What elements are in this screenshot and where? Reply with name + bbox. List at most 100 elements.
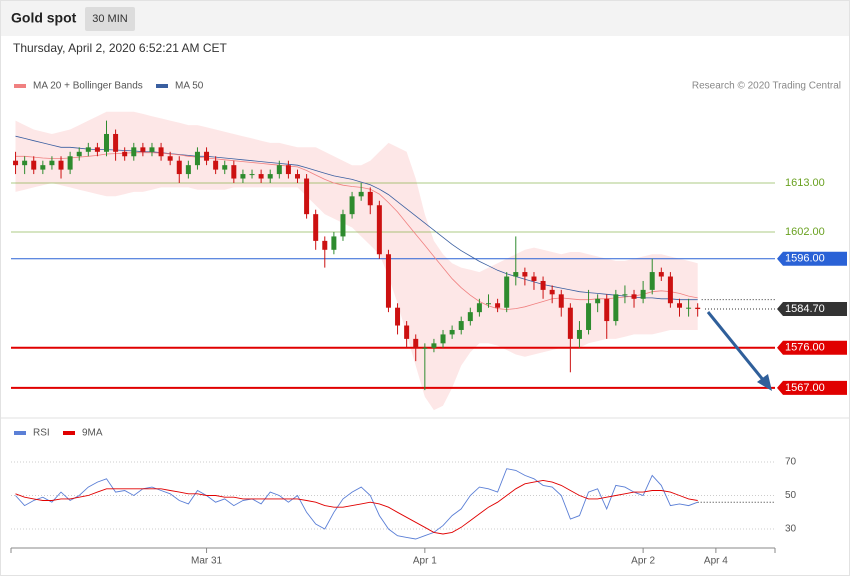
candle-body (113, 133, 119, 152)
candle-body (40, 165, 46, 170)
candle-body (322, 240, 328, 250)
interval[interactable]: 30 MIN (92, 13, 128, 25)
source: Research © 2020 Trading Central (692, 81, 841, 92)
candle-body (367, 191, 373, 206)
candle-body (595, 298, 601, 304)
level-label: 1567.00 (785, 382, 825, 394)
candle-body (486, 303, 491, 305)
candle-body (567, 307, 573, 339)
candle-body (667, 276, 673, 304)
level-label: 1602.00 (785, 226, 825, 238)
candle-body (576, 329, 582, 339)
level-tag (777, 340, 847, 355)
candle-body (695, 307, 701, 310)
candle-body (340, 214, 346, 237)
candle-body (213, 160, 219, 170)
candle-body (31, 160, 37, 170)
candle-body (449, 329, 455, 335)
y-tick-label: 50 (785, 490, 797, 501)
candle-body (13, 160, 19, 166)
candle-body (558, 294, 564, 308)
candle-body (313, 214, 319, 241)
chart-title: Gold spot (11, 10, 77, 26)
candle-body (658, 272, 664, 277)
legend-swatch (63, 431, 75, 435)
y-tick-label: 70 (785, 457, 797, 468)
candle-body (76, 151, 82, 157)
x-tick-label: Apr 4 (704, 556, 728, 567)
candle-body (131, 147, 137, 157)
candle-body (531, 276, 537, 281)
legend-label: MA 20 + Bollinger Bands (33, 81, 143, 92)
interval-box[interactable] (85, 7, 135, 31)
candle-body (385, 254, 391, 308)
candle-body (649, 272, 655, 290)
candle-body (640, 289, 646, 299)
candle-body (495, 303, 501, 308)
candle-body (222, 165, 228, 170)
rsi-ma-line (15, 479, 698, 535)
level-tag (777, 251, 847, 266)
forecast-arrow (706, 311, 766, 382)
candle-body (122, 151, 128, 157)
candle-body (295, 174, 300, 179)
level-label: 1576.00 (785, 342, 825, 354)
candle-body (231, 165, 237, 179)
candle-body (158, 147, 164, 157)
candle-body (549, 289, 555, 295)
ma20-line (15, 152, 698, 310)
forecast-arrowhead (757, 374, 772, 391)
candle-body (176, 160, 182, 175)
candle-body (249, 174, 255, 176)
candle-body (440, 334, 446, 344)
y-tick-label: 30 (785, 524, 797, 535)
x-tick-label: Apr 1 (413, 556, 437, 567)
candle-body (67, 156, 73, 170)
candle-body (49, 160, 55, 166)
candle-body (358, 191, 364, 197)
candle-body (185, 165, 191, 175)
legend-swatch (156, 84, 168, 88)
candle-body (622, 294, 628, 296)
candle-body (140, 147, 146, 152)
candle-body (276, 165, 282, 175)
candle-body (458, 321, 464, 330)
legend-label: RSI (33, 428, 50, 439)
candle-body (631, 294, 637, 299)
candle-body (104, 133, 109, 152)
candle-body (331, 236, 337, 250)
candle-body (349, 196, 355, 215)
candle-body (85, 147, 91, 152)
candle-body (204, 151, 210, 161)
candle-body (404, 325, 410, 339)
candle-body (504, 276, 510, 308)
level-tag (777, 380, 847, 395)
header-bg (1, 1, 849, 36)
rsi-line (15, 468, 698, 540)
candle-body (167, 156, 173, 161)
candle-body (22, 160, 28, 166)
level-label: 1584.70 (785, 303, 825, 315)
level-label: 1613.00 (785, 177, 825, 189)
x-tick-label: Apr 2 (631, 556, 655, 567)
candle-body (431, 343, 437, 348)
candle-body (395, 307, 401, 326)
candle-body (285, 165, 291, 175)
candle-body (613, 294, 619, 322)
bollinger-band (15, 111, 698, 411)
candle-body (422, 347, 428, 349)
candle-body (194, 151, 200, 166)
candle-body (677, 303, 682, 308)
candle-body (58, 160, 64, 170)
candle-body (149, 147, 155, 152)
candle-body (476, 303, 482, 313)
ma50-line (15, 135, 698, 301)
candle-body (258, 174, 264, 179)
level-label: 1596.00 (785, 253, 825, 265)
level-tag (777, 302, 847, 317)
x-tick-label: Mar 31 (191, 556, 223, 567)
candle-body (586, 303, 592, 330)
candle-body (376, 205, 382, 255)
legend-swatch (14, 84, 26, 88)
